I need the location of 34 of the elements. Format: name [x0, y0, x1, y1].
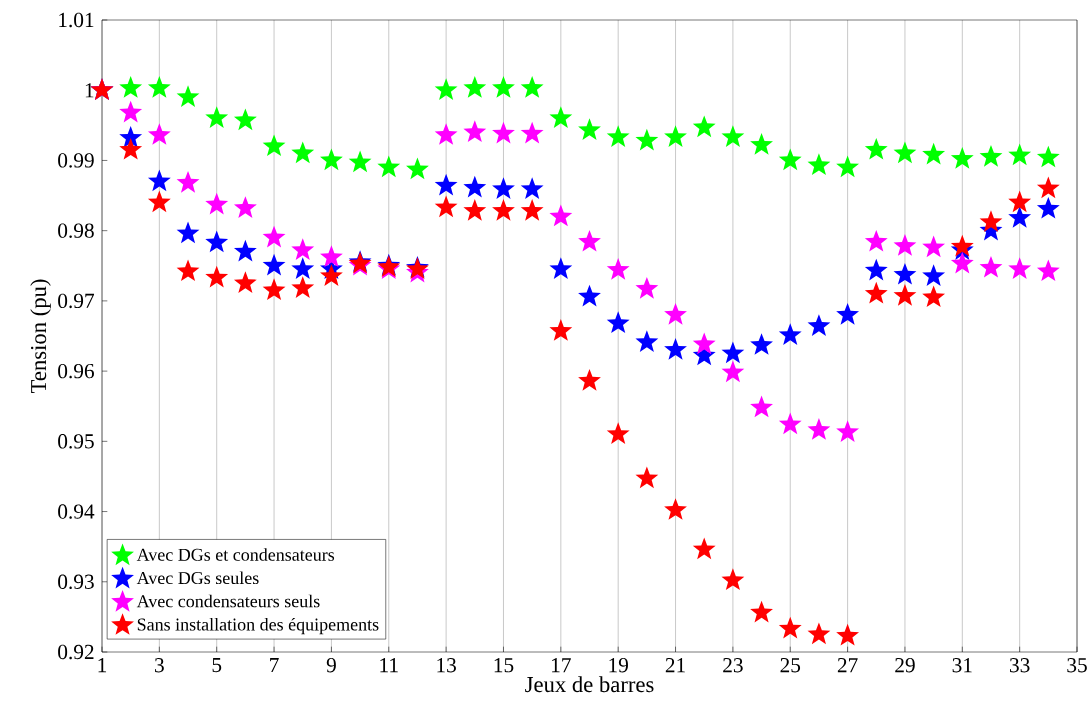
x-tick-label: 9	[326, 658, 336, 673]
x-tick-label: 11	[380, 658, 398, 673]
x-tick-label: 13	[437, 658, 456, 673]
legend-label: Sans installation des équipements	[137, 617, 379, 635]
x-tick-label: 33	[1010, 658, 1030, 673]
x-tick-label: 27	[837, 658, 858, 673]
y-tick-label: 0.95	[58, 434, 94, 449]
x-tick-label: 23	[723, 658, 743, 673]
x-tick-label: 1	[98, 658, 107, 673]
y-axis-title: Tension (pu)	[30, 279, 51, 394]
legend-label: Avec DGs seules	[136, 571, 259, 585]
x-tick-label: 25	[780, 658, 801, 673]
x-tick-label: 5	[212, 658, 222, 673]
y-tick-label: 0.99	[58, 153, 94, 168]
x-tick-label: 31	[952, 658, 972, 673]
x-tick-label: 21	[665, 658, 685, 673]
x-tick-label: 35	[1067, 658, 1087, 673]
x-tick-label: 3	[155, 658, 164, 673]
legend-label: Avec condensateurs seuls	[136, 594, 320, 608]
x-tick-label: 19	[609, 658, 628, 673]
x-tick-label: 17	[552, 658, 571, 673]
x-tick-label: 29	[895, 658, 915, 673]
y-tick-label: 1.01	[59, 12, 94, 28]
y-tick-label: 0.96	[58, 363, 94, 379]
x-tick-label: 15	[494, 658, 514, 673]
x-tick-label: 7	[270, 658, 279, 673]
y-tick-label: 1	[85, 83, 94, 98]
y-tick-label: 0.97	[58, 293, 95, 309]
legend-label: Avec DGs et condensateurs	[136, 548, 335, 561]
y-tick-label: 0.98	[58, 223, 94, 238]
y-tick-label: 0.94	[58, 504, 95, 519]
y-tick-label: 0.92	[58, 644, 94, 660]
x-axis-title: Jeux de barres	[525, 676, 654, 693]
y-tick-label: 0.93	[58, 574, 94, 590]
